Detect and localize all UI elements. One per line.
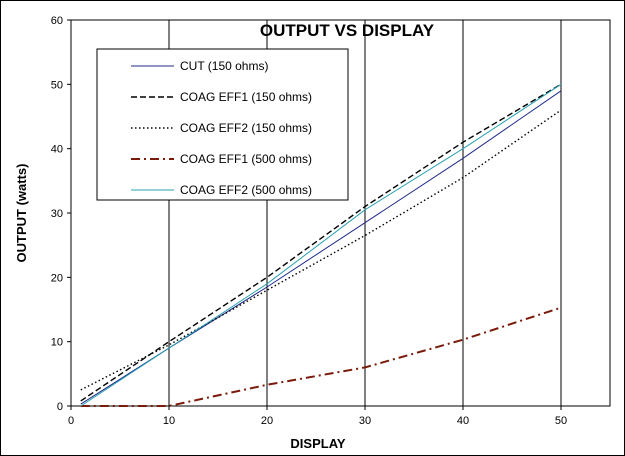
legend-label-2: COAG EFF1 (150 ohms) <box>180 90 312 104</box>
y-tick-label: 50 <box>51 79 63 91</box>
x-tick-label: 10 <box>163 415 175 427</box>
y-tick-label: 60 <box>51 15 63 27</box>
legend-label-4: COAG EFF1 (500 ohms) <box>180 152 312 166</box>
y-tick-label: 40 <box>51 144 63 156</box>
x-tick-label: 20 <box>261 415 273 427</box>
series-line-3 <box>80 109 562 391</box>
x-axis-ticks: 0 10 20 30 40 50 <box>68 406 567 427</box>
legend-items: CUT (150 ohms) COAG EFF1 (150 ohms) COAG E… <box>131 59 312 197</box>
x-tick-label: 30 <box>359 415 371 427</box>
y-tick-label: 20 <box>51 272 63 284</box>
legend-label-5: COAG EFF2 (500 ohms) <box>180 183 312 197</box>
legend-label-1: CUT (150 ohms) <box>180 59 268 73</box>
y-tick-label: 30 <box>51 208 63 220</box>
y-axis-ticks: 0 10 20 30 40 50 60 <box>51 15 71 413</box>
y-axis-title: OUTPUT (watts) <box>14 164 29 263</box>
series-line-5 <box>80 83 562 407</box>
series-line-4 <box>80 306 562 407</box>
x-tick-label: 0 <box>68 415 74 427</box>
x-axis-title: DISPLAY <box>290 436 345 451</box>
y-tick-label: 10 <box>51 337 63 349</box>
legend: CUT (150 ohms) COAG EFF1 (150 ohms) COAG E… <box>96 48 349 201</box>
legend-box <box>96 48 349 201</box>
y-tick-label: 0 <box>57 401 63 413</box>
legend-label-3: COAG EFF2 (150 ohms) <box>180 121 312 135</box>
x-tick-label: 50 <box>555 415 567 427</box>
chart-title: OUTPUT VS DISPLAY <box>260 21 435 40</box>
series-line-2 <box>80 83 562 402</box>
series-layer <box>80 83 562 407</box>
x-tick-label: 40 <box>457 415 469 427</box>
